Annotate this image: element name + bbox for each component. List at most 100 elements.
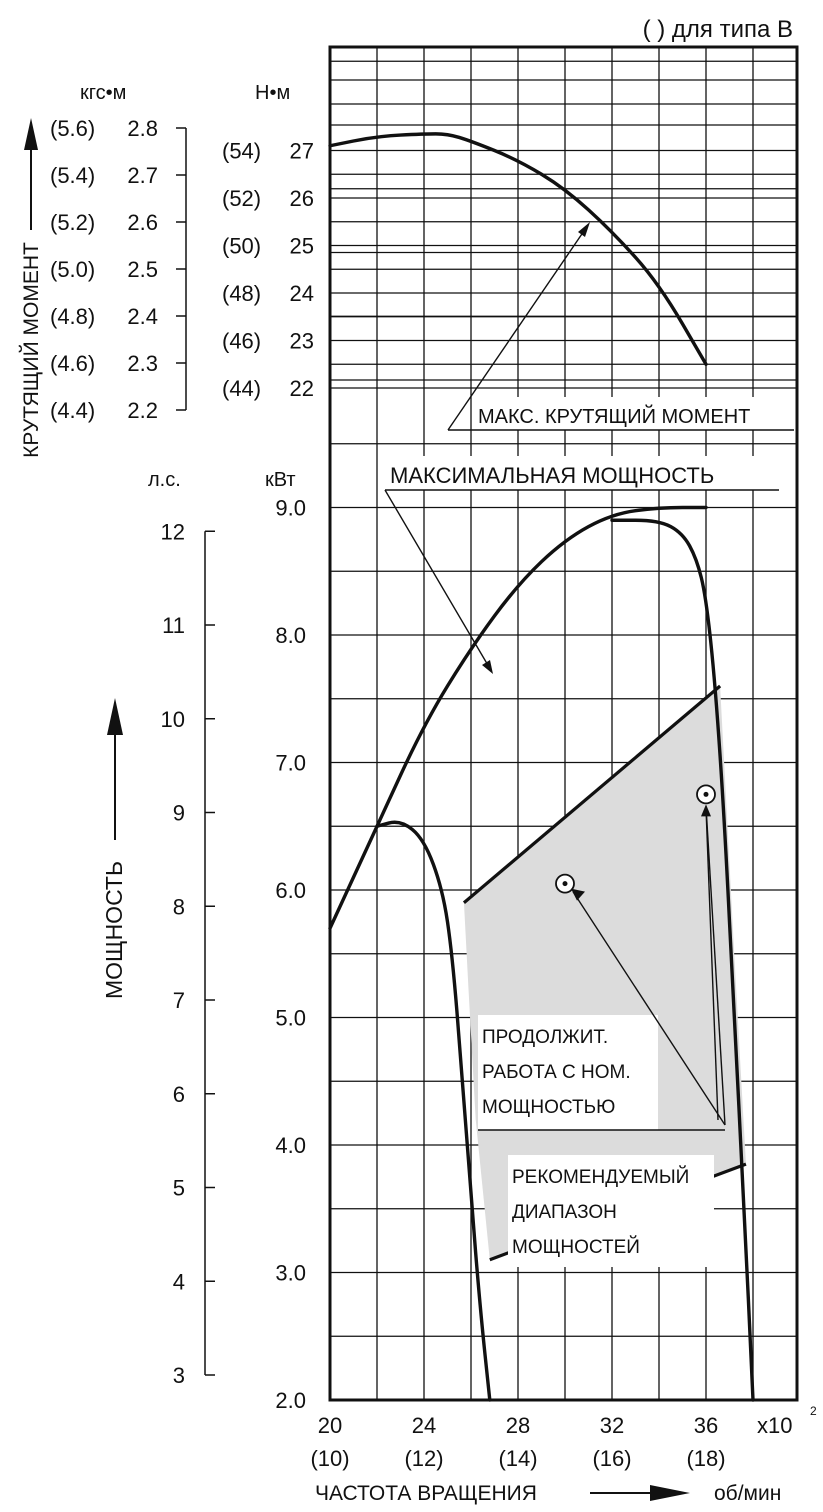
hp-tick-label: 4 (173, 1269, 185, 1294)
kgf-tick-label: 2.6 (127, 210, 158, 235)
x-axis-unit: об/мин (714, 1482, 781, 1505)
power-arrow-head (107, 698, 123, 735)
torque-arrow-head (24, 118, 38, 150)
hp-tick-label: 9 (173, 801, 185, 826)
hp-tick-label: 3 (173, 1363, 185, 1388)
kgf-tick-alt: (4.8) (50, 304, 95, 329)
kgf-tick-label: 2.3 (127, 351, 158, 376)
hp-tick-label: 8 (173, 894, 185, 919)
recommended-label-line: РЕКОМЕНДУЕМЫЙ (512, 1166, 689, 1188)
continuous-arrowhead (571, 888, 585, 901)
x-axis-title: ЧАСТОТА ВРАЩЕНИЯ (315, 1482, 537, 1505)
recommended-label-bg (508, 1155, 714, 1267)
kgf-tick-label: 2.2 (127, 398, 158, 423)
hp-tick-label: 6 (173, 1082, 185, 1107)
region-top-line (462, 684, 722, 904)
x-tick-alt: (16) (592, 1446, 631, 1471)
x-tick-label: 20 (318, 1413, 342, 1438)
axes: 2.8 (5.6) 2.7 (5.4) 2.6 (5.2) 2.5 (5.0) 2.4 (4.8)… (50, 116, 314, 1413)
recommended-label-line: ДИАПАЗОН (512, 1202, 617, 1223)
torque-axis-title: КРУТЯЩИЙ МОМЕНТ (19, 242, 43, 458)
recommended-leader-a (705, 806, 726, 1126)
kw-tick-label: 8.0 (275, 623, 306, 648)
power-axis-title: МОЩНОСТЬ (101, 861, 127, 999)
hp-tick-label: 5 (173, 1176, 185, 1201)
x-tick-alt: (12) (404, 1446, 443, 1471)
marker-dot-continuous (562, 881, 568, 887)
curve-series-1 (328, 505, 708, 930)
nm-tick-label: 23 (290, 329, 314, 354)
kgf-tick-label: 2.7 (127, 163, 158, 188)
markers (555, 784, 716, 894)
kgf-tick-label: 2.4 (127, 304, 158, 329)
kw-tick-label: 7.0 (275, 751, 306, 776)
unit-hp: л.с. (148, 469, 181, 491)
kgf-tick-label: 2.8 (127, 116, 158, 141)
continuous-label-line: ПРОДОЛЖИТ. (482, 1027, 608, 1048)
hp-tick-label: 11 (162, 613, 185, 638)
kw-tick-label: 9.0 (275, 496, 306, 521)
hp-tick-label: 7 (173, 988, 185, 1013)
grid (328, 45, 799, 1402)
nm-tick-label: 24 (290, 281, 314, 306)
max-power-arrowhead (482, 660, 493, 674)
hp-tick-label: 12 (161, 519, 185, 544)
curve-series-2 (375, 820, 492, 1402)
kw-tick-label: 5.0 (275, 1006, 306, 1031)
curve-series-3 (610, 518, 755, 1402)
x-tick-alt: (14) (498, 1446, 537, 1471)
kw-tick-label: 2.0 (275, 1388, 306, 1413)
nm-tick-alt: (44) (222, 376, 261, 401)
kw-tick-label: 3.0 (275, 1261, 306, 1286)
nm-tick-alt: (50) (222, 234, 261, 259)
annotations: МАКС. КРУТЯЩИЙ МОМЕНТ МАКСИМАЛЬНАЯ МОЩНОС… (384, 222, 794, 1267)
kgf-tick-alt: (4.6) (50, 351, 95, 376)
x-multiplier-exp: 2 (810, 1404, 817, 1418)
unit-kgf: кгс•м (80, 82, 126, 104)
max-torque-label-bg (472, 397, 794, 430)
nm-tick-alt: (54) (222, 139, 261, 164)
kgf-tick-alt: (5.6) (50, 116, 95, 141)
kgf-tick-label: 2.5 (127, 257, 158, 282)
kgf-tick-alt: (5.2) (50, 210, 95, 235)
kw-tick-label: 6.0 (275, 878, 306, 903)
nm-tick-alt: (46) (222, 329, 261, 354)
nm-tick-label: 25 (290, 234, 314, 259)
continuous-label-bg (478, 1015, 658, 1130)
marker-dot-recommended (703, 791, 709, 797)
x-tick-label: 36 (694, 1413, 718, 1438)
x-tick-label: 24 (412, 1413, 436, 1438)
unit-kw: кВт (265, 469, 296, 491)
max-torque-leader (447, 227, 587, 431)
x-tick-label: 32 (600, 1413, 624, 1438)
grid-frame (328, 45, 799, 1402)
header-note: ( ) для типа B (643, 16, 793, 43)
max-power-label-bg (385, 456, 779, 490)
nm-tick-label: 22 (290, 376, 314, 401)
hp-tick-label: 10 (161, 707, 185, 732)
x-axis: 20 (10) 24 (12) 28 (14) 32 (16) 36 (18) (310, 1413, 725, 1471)
x-tick-label: 28 (506, 1413, 530, 1438)
continuous-label-line: РАБОТА С НОМ. (482, 1062, 631, 1083)
recommended-arrowhead (701, 804, 711, 817)
nm-tick-alt: (48) (222, 281, 261, 306)
nm-tick-label: 27 (290, 139, 314, 164)
kgf-tick-alt: (5.4) (50, 163, 95, 188)
x-tick-alt: (10) (310, 1446, 349, 1471)
max-power-label: МАКСИМАЛЬНАЯ МОЩНОСТЬ (390, 463, 714, 488)
max-torque-label: МАКС. КРУТЯЩИЙ МОМЕНТ (478, 404, 750, 428)
x-axis-multiplier: x10 (757, 1413, 792, 1438)
nm-tick-alt: (52) (222, 186, 261, 211)
recommended-leader-b (705, 808, 719, 1121)
nm-tick-label: 26 (290, 186, 314, 211)
x-arrow-head (650, 1485, 690, 1501)
kgf-tick-alt: (5.0) (50, 257, 95, 282)
kgf-tick-alt: (4.4) (50, 398, 95, 423)
kw-tick-label: 4.0 (275, 1133, 306, 1158)
max-torque-arrowhead (578, 222, 590, 237)
unit-nm: Н•м (255, 82, 290, 104)
continuous-leader (572, 891, 726, 1126)
recommended-label-line: МОЩНОСТЕЙ (512, 1236, 640, 1258)
curve-series-0 (328, 132, 708, 366)
